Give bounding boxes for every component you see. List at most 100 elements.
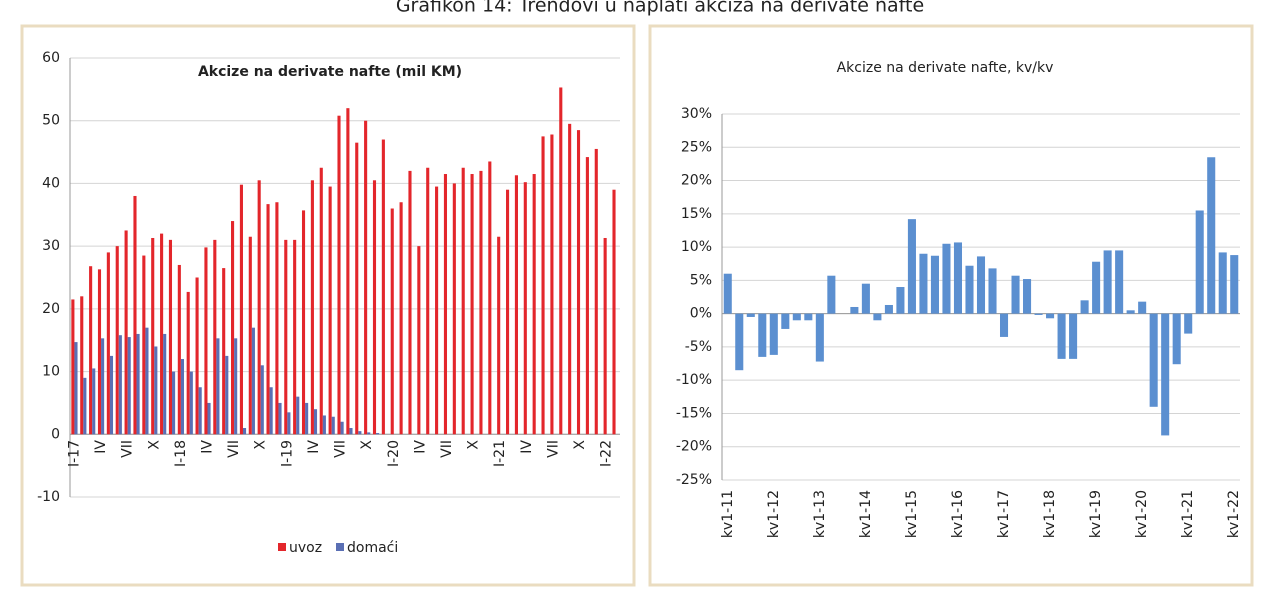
x-tick-label: I-21 xyxy=(492,440,508,467)
bar xyxy=(101,338,105,435)
legend-swatch xyxy=(278,543,286,551)
y-tick-label: 50 xyxy=(42,113,60,129)
bar xyxy=(145,327,149,435)
x-tick-label: IV xyxy=(519,440,535,454)
bar xyxy=(781,313,790,329)
bar xyxy=(792,313,801,321)
bar xyxy=(399,202,403,435)
bar xyxy=(576,130,581,435)
y-tick-label: 25% xyxy=(681,139,712,155)
bar xyxy=(417,246,421,435)
bar xyxy=(758,313,767,357)
bar xyxy=(735,313,744,371)
x-tick-label: IV xyxy=(200,440,216,454)
bar xyxy=(337,115,341,435)
bar xyxy=(234,338,238,435)
bar xyxy=(585,157,589,435)
bar xyxy=(1161,313,1170,436)
bar xyxy=(177,264,181,435)
bar xyxy=(988,268,997,314)
x-tick-label: kv1-22 xyxy=(1226,490,1242,538)
y-tick-label: -5% xyxy=(685,339,712,355)
bar xyxy=(479,170,483,435)
bar xyxy=(251,327,255,435)
page-title: Grafikon 14: Trendovi u naplati akciza n… xyxy=(396,0,924,17)
bar xyxy=(461,167,465,435)
bar xyxy=(349,428,353,435)
x-tick-label: VII xyxy=(545,440,561,458)
y-tick-label: -25% xyxy=(676,472,712,488)
bar xyxy=(154,346,158,435)
bar xyxy=(372,180,377,435)
y-tick-label: 40 xyxy=(42,175,60,191)
bar xyxy=(381,139,385,435)
y-tick-label: 10% xyxy=(681,239,712,255)
bar xyxy=(92,368,96,435)
bar xyxy=(769,313,778,355)
y-tick-label: -20% xyxy=(676,439,712,455)
bar xyxy=(514,175,518,435)
bar xyxy=(603,237,607,435)
x-tick-label: X xyxy=(466,440,482,450)
bar xyxy=(231,221,235,435)
bar xyxy=(106,252,110,435)
bar xyxy=(435,186,439,435)
bar xyxy=(1207,157,1216,314)
bar xyxy=(1103,250,1112,314)
bar xyxy=(426,167,430,435)
bar xyxy=(322,415,326,435)
x-tick-label: VII xyxy=(226,440,242,458)
y-tick-label: 10 xyxy=(42,364,60,380)
x-tick-label: IV xyxy=(93,440,109,454)
y-tick-label: -10 xyxy=(37,489,60,505)
bar xyxy=(301,210,306,435)
bar xyxy=(118,335,122,435)
bar xyxy=(1138,301,1147,314)
bar xyxy=(204,247,208,435)
bar xyxy=(804,313,813,321)
bar xyxy=(151,237,155,435)
bar xyxy=(488,161,492,435)
y-tick-label: 0 xyxy=(51,426,60,442)
bar xyxy=(346,108,350,435)
bar xyxy=(1195,210,1204,314)
bar xyxy=(942,243,951,314)
x-tick-label: I-20 xyxy=(386,440,402,467)
x-tick-label: kv1-19 xyxy=(1088,490,1104,538)
x-tick-label: X xyxy=(146,440,162,450)
bar xyxy=(1011,275,1020,314)
bar xyxy=(723,273,732,314)
bar xyxy=(275,202,279,435)
bar xyxy=(225,355,229,435)
bar xyxy=(319,167,323,435)
bar xyxy=(89,266,93,435)
y-tick-label: 20% xyxy=(681,173,712,189)
bar xyxy=(127,337,131,435)
bar xyxy=(313,409,318,435)
y-tick-label: 60 xyxy=(42,50,60,66)
x-tick-label: kv1-20 xyxy=(1134,490,1150,538)
bar xyxy=(1034,313,1043,315)
bar xyxy=(550,134,554,435)
bar xyxy=(296,396,300,435)
x-tick-label: VII xyxy=(439,440,455,458)
bar xyxy=(1115,250,1124,314)
bar xyxy=(216,338,220,435)
x-tick-label: VII xyxy=(120,440,136,458)
bar xyxy=(293,239,297,435)
x-tick-label: X xyxy=(359,440,375,450)
bar xyxy=(340,421,344,435)
x-tick-label: I-19 xyxy=(279,440,295,467)
bar xyxy=(827,275,836,314)
bar xyxy=(109,355,114,435)
x-tick-label: kv1-13 xyxy=(812,490,828,538)
bar xyxy=(953,242,963,314)
x-tick-label: kv1-15 xyxy=(904,490,920,538)
bar xyxy=(310,180,314,435)
x-tick-label: kv1-12 xyxy=(766,490,782,538)
bar xyxy=(1218,252,1227,314)
bar xyxy=(168,239,173,435)
bar xyxy=(180,359,184,435)
x-tick-label: kv1-18 xyxy=(1042,490,1058,538)
bar xyxy=(532,174,536,435)
